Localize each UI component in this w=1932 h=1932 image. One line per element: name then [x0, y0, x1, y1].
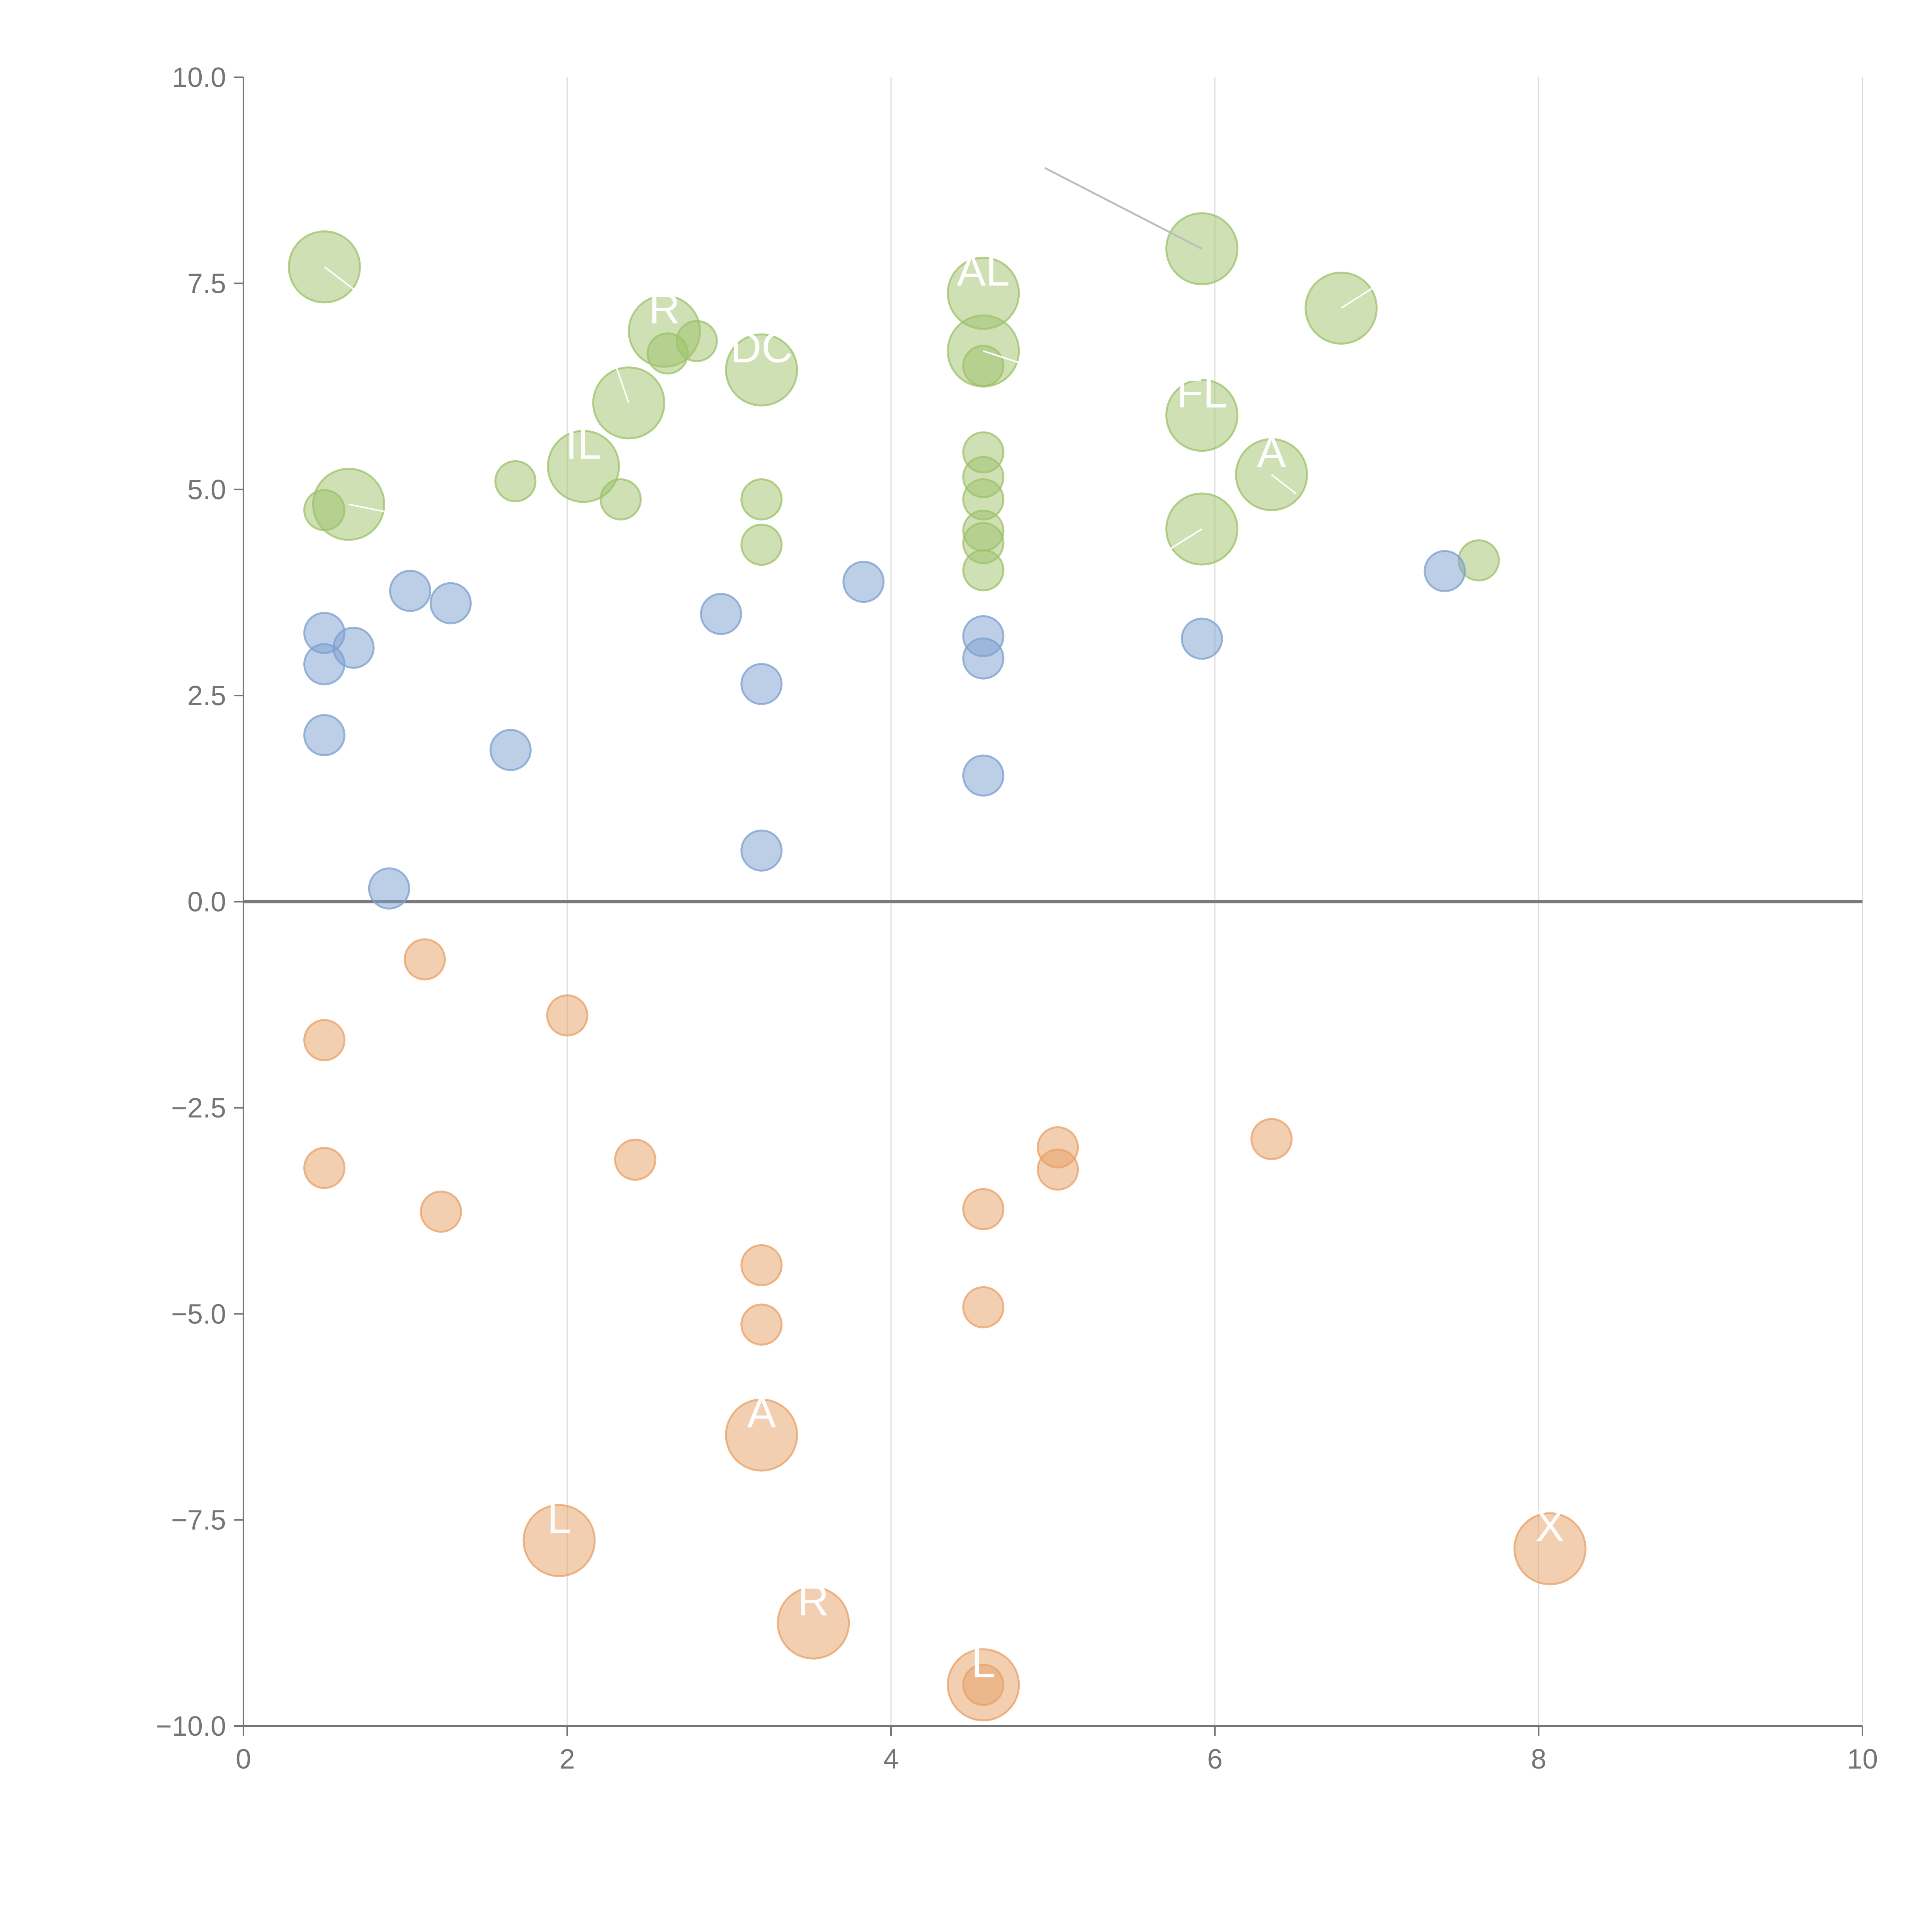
leader-line-5: [1271, 474, 1296, 494]
point-label-6: A: [747, 1388, 776, 1437]
point-orange-17: [1250, 1118, 1293, 1160]
point-label-7: L: [547, 1494, 571, 1542]
point-label-10: X: [1536, 1502, 1565, 1550]
point-blue-14: [962, 754, 1005, 797]
point-blue-4: [368, 867, 410, 910]
point-orange-3: [420, 1190, 462, 1233]
point-green-21: [962, 549, 1005, 592]
point-orange-16: [1037, 1148, 1079, 1191]
point-label-4: IL: [565, 420, 601, 468]
y-tick-label: −2.5: [171, 1093, 226, 1124]
point-label-5: A: [1257, 428, 1286, 476]
point-green-10: [725, 333, 798, 406]
point-green-9: [675, 320, 718, 362]
y-tick-label: 0.0: [187, 887, 226, 918]
data-points: [288, 212, 1587, 1721]
leader-line-0: [324, 266, 357, 293]
axes: 0 2 4 6 8 10 10.0 7.5 5.0 2.5 0.0 −2.5 −5.0 −7.5 −10.0: [156, 62, 1878, 1775]
point-blue-8: [700, 593, 742, 635]
x-tick-label: 10: [1847, 1744, 1878, 1775]
leader-line-6: [1340, 287, 1374, 309]
point-blue-16: [1423, 550, 1466, 592]
y-tick-label: −10.0: [156, 1711, 226, 1742]
point-green-4: [547, 430, 620, 503]
point-orange-18: [1513, 1512, 1587, 1585]
point-orange-14: [962, 1663, 1005, 1706]
point-orange-10: [777, 1586, 850, 1660]
point-green-11: [740, 478, 783, 520]
point-orange-12: [962, 1286, 1005, 1328]
leader-line-2: [615, 366, 630, 403]
point-label-2: DC: [730, 323, 793, 371]
point-green-12: [740, 524, 783, 566]
x-tick-label: 6: [1207, 1744, 1223, 1775]
y-tick-label: −5.0: [171, 1299, 226, 1330]
y-tick-label: 2.5: [187, 680, 226, 711]
point-label-0: AL: [957, 247, 1010, 295]
point-blue-5: [389, 570, 432, 612]
point-blue-7: [489, 729, 532, 771]
point-label-3: FL: [1177, 369, 1227, 417]
point-blue-9: [740, 663, 783, 705]
point-orange-4: [546, 994, 588, 1037]
x-tick-label: 2: [560, 1744, 575, 1775]
point-blue-13: [962, 637, 1005, 680]
point-blue-10: [740, 829, 783, 872]
point-green-23: [1165, 379, 1238, 452]
y-tick-label: 10.0: [172, 62, 226, 93]
point-orange-9: [725, 1398, 798, 1472]
point-orange-11: [962, 1188, 1005, 1230]
point-green-5: [599, 478, 642, 520]
point-orange-8: [740, 1303, 783, 1346]
point-blue-3: [332, 626, 375, 669]
point-orange-5: [522, 1504, 596, 1577]
leader-lines: [324, 167, 1374, 552]
leader-line-3: [983, 350, 1029, 367]
leader-line-4: [1166, 528, 1202, 552]
leader-line-1: [348, 503, 398, 515]
x-tick-label: 0: [236, 1744, 251, 1775]
point-orange-1: [303, 1147, 345, 1189]
point-orange-7: [740, 1244, 783, 1286]
point-label-9: L: [971, 1638, 995, 1686]
y-tick-label: 7.5: [187, 268, 226, 299]
point-orange-2: [403, 938, 446, 981]
x-tick-label: 4: [883, 1744, 899, 1775]
point-label-1: R: [649, 284, 680, 333]
point-orange-0: [303, 1019, 345, 1061]
point-orange-6: [614, 1138, 656, 1181]
point-blue-15: [1180, 617, 1223, 660]
y-tick-label: −7.5: [171, 1505, 226, 1536]
point-blue-11: [842, 561, 885, 603]
point-green-3: [494, 460, 537, 502]
point-label-8: R: [798, 1576, 829, 1624]
point-blue-2: [303, 714, 345, 757]
y-tick-label: 5.0: [187, 474, 226, 505]
leader-line-7: [1044, 167, 1202, 250]
point-green-15: [962, 345, 1005, 387]
point-blue-6: [429, 582, 472, 624]
x-tick-label: 8: [1531, 1744, 1546, 1775]
